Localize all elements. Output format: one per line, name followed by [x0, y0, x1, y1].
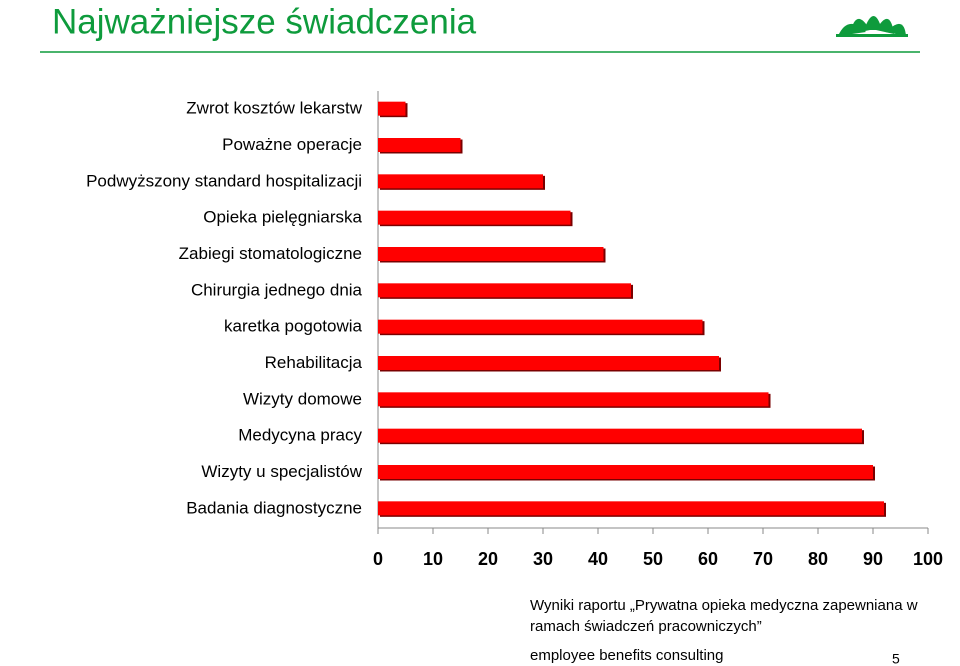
y-tick-label: Podwyższony standard hospitalizacji: [86, 171, 362, 190]
x-tick-label: 80: [808, 549, 828, 569]
footer: employee benefits consulting: [530, 647, 723, 664]
x-tick-label: 30: [533, 549, 553, 569]
y-tick-label: Chirurgia jednego dnia: [191, 280, 363, 299]
y-tick-label: Medycyna pracy: [238, 426, 362, 445]
x-tick-label: 40: [588, 549, 608, 569]
x-tick-label: 70: [753, 549, 773, 569]
slide-title: Najważniejsze świadczenia: [52, 2, 477, 41]
x-tick-label: 0: [373, 549, 383, 569]
bar: [378, 138, 461, 152]
y-tick-label: Poważne operacje: [222, 135, 362, 154]
bar: [378, 174, 543, 189]
y-tick-label: Badania diagnostyczne: [186, 498, 362, 517]
bar: [378, 283, 631, 298]
bar: [378, 210, 571, 225]
y-tick-label: Zwrot kosztów lekarstw: [186, 99, 362, 118]
note-line: ramach świadczeń pracowniczych”: [530, 618, 762, 635]
y-tick-label: Rehabilitacja: [265, 353, 363, 372]
logo: [836, 16, 908, 37]
bar: [378, 392, 769, 407]
bar: [378, 501, 884, 516]
bar: [378, 356, 719, 370]
bar: [378, 319, 703, 334]
y-tick-label: Wizyty u specjalistów: [201, 462, 362, 481]
bar: [378, 101, 406, 116]
y-tick-label: Wizyty domowe: [243, 389, 362, 408]
y-tick-label: Opieka pielęgniarska: [203, 208, 362, 227]
x-tick-label: 100: [913, 549, 943, 569]
bar: [378, 428, 862, 443]
bar: [378, 247, 604, 261]
x-tick-label: 60: [698, 549, 718, 569]
page-number: 5: [892, 651, 900, 666]
x-tick-label: 50: [643, 549, 663, 569]
x-tick-label: 10: [423, 549, 443, 569]
x-tick-label: 90: [863, 549, 883, 569]
x-tick-label: 20: [478, 549, 498, 569]
note-line: Wyniki raportu „Prywatna opieka medyczna…: [530, 597, 918, 614]
bar: [378, 465, 873, 479]
y-tick-label: Zabiegi stomatologiczne: [179, 244, 362, 263]
y-tick-label: karetka pogotowia: [224, 317, 363, 336]
